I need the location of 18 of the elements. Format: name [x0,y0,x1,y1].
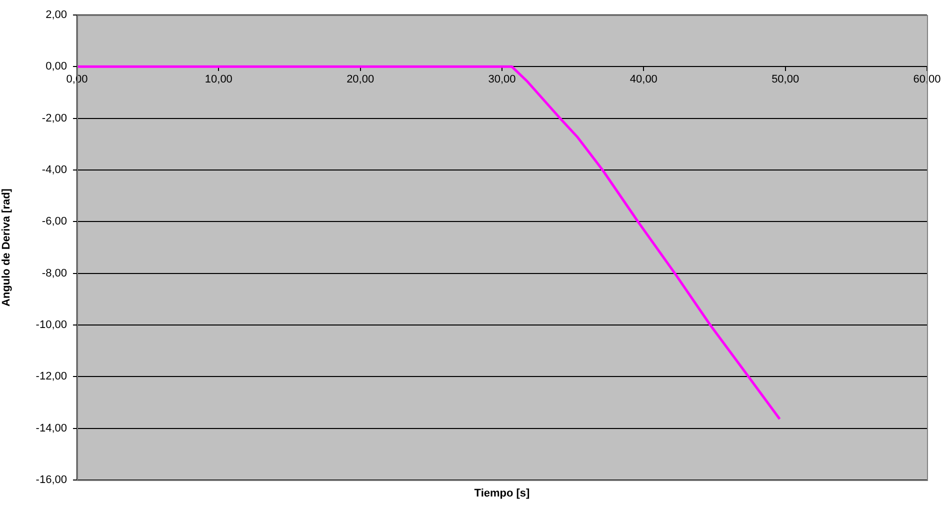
y-tick-label: -10,00 [36,319,67,332]
y-axis-title: Angulo de Deriva [rad] [0,188,13,306]
y-tick-label: -8,00 [42,267,67,280]
x-tick-label: 60,00 [913,73,941,86]
y-tick-label: -4,00 [42,164,67,176]
y-tick-label: -14,00 [36,422,67,434]
y-tick-label: -12,00 [36,370,67,383]
y-tick-label: -16,00 [36,474,67,486]
x-tick-label: 30,00 [488,73,516,86]
y-tick-label: 0,00 [46,60,67,73]
y-tick-label: -6,00 [42,216,67,228]
x-axis-title: Tiempo [s] [474,488,530,500]
x-tick-label: 20,00 [346,73,374,86]
x-tick-label: 40,00 [630,73,658,86]
x-tick-label: 10,00 [204,73,232,86]
y-tick-label: 2,00 [46,9,67,22]
y-tick-label: -2,00 [42,112,67,124]
x-tick-label: 50,00 [772,73,800,86]
